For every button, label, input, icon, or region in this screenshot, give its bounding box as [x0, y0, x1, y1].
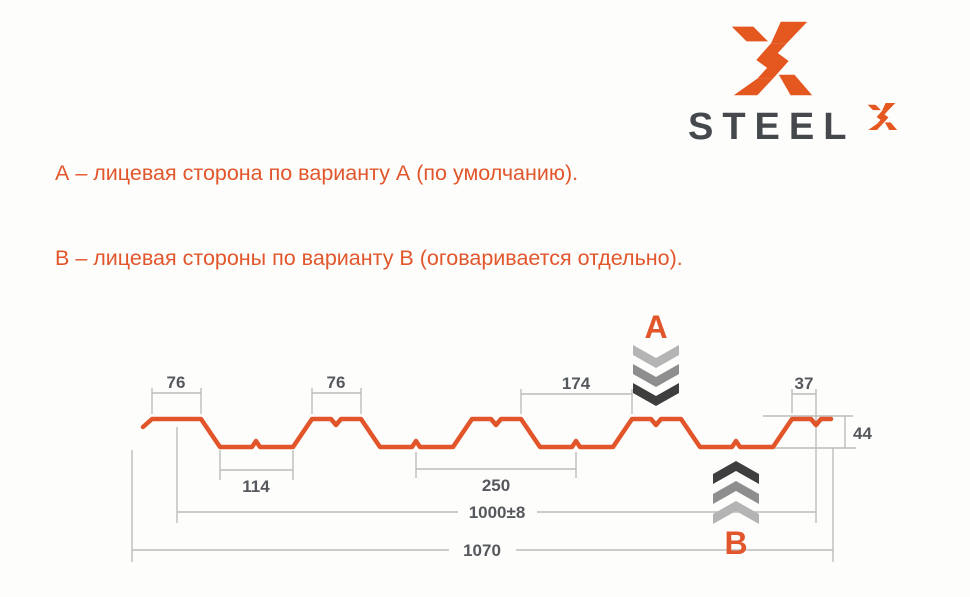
logo: STEEL — [688, 18, 948, 148]
dim-edge-crest — [791, 389, 817, 523]
dim-label-pitch: 250 — [482, 476, 510, 495]
dim-label-height: 44 — [853, 424, 872, 443]
note-variant-a: А – лицевая сторона по варианту А (по ум… — [55, 161, 579, 185]
marker-a-arrow-icon — [633, 345, 679, 406]
dim-height — [763, 415, 856, 449]
dim-label-overall-width: 1070 — [463, 541, 501, 560]
marker-b-label: B — [724, 525, 747, 561]
dim-valley-opening — [520, 389, 633, 414]
dim-label-edge-crest: 37 — [795, 374, 814, 393]
dim-pitch — [415, 452, 577, 478]
dim-crest-left — [151, 388, 202, 414]
marker-a: A — [633, 309, 679, 406]
marker-b-arrow-icon — [713, 461, 759, 524]
note-variant-b: В – лицевая стороны по варианту В (огова… — [55, 246, 683, 270]
dim-valley-bottom — [219, 450, 294, 480]
logo-wordmark: STEEL — [688, 106, 856, 148]
dim-label-crest-second: 76 — [327, 373, 346, 392]
dim-label-working-width: 1000±8 — [469, 503, 526, 522]
dimension-labels: 76 76 174 37 114 250 44 1000±8 1070 — [167, 373, 873, 560]
dimension-lines — [131, 388, 856, 562]
dim-label-crest-left: 76 — [167, 373, 186, 392]
marker-a-label: A — [644, 309, 667, 345]
marker-b: B — [713, 461, 759, 561]
dim-label-valley-bottom: 114 — [242, 477, 270, 496]
dim-working-width — [176, 427, 816, 523]
profile-sheet-line — [140, 416, 834, 450]
dim-label-valley-opening: 174 — [562, 374, 591, 393]
dim-crest-second — [311, 388, 362, 414]
dim-overall-width — [131, 448, 834, 562]
